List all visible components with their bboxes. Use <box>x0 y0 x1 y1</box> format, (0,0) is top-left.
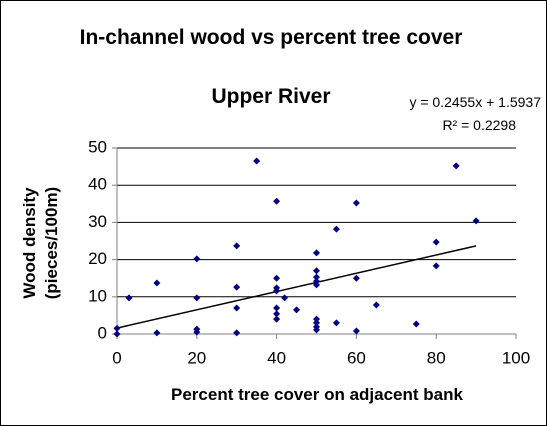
y-tick-label: 10 <box>88 286 107 305</box>
point <box>372 301 380 309</box>
point <box>452 162 460 170</box>
point <box>293 306 301 314</box>
point <box>233 242 241 250</box>
point <box>281 294 289 302</box>
point <box>352 327 360 335</box>
point <box>113 324 121 332</box>
point <box>233 329 241 337</box>
point <box>313 326 320 334</box>
x-tick-label: 0 <box>112 348 121 367</box>
point <box>273 287 281 295</box>
point <box>313 315 320 323</box>
point <box>352 274 360 282</box>
chart-title: In-channel wood vs percent tree cover <box>79 26 463 49</box>
point <box>313 319 320 327</box>
point <box>432 262 440 270</box>
y-tick-label: 0 <box>98 323 107 342</box>
point <box>313 249 320 257</box>
point <box>113 330 121 338</box>
point <box>153 329 161 337</box>
point <box>273 304 281 312</box>
x-tick-label: 100 <box>502 348 530 367</box>
point <box>313 267 320 275</box>
x-axis-label: Percent tree cover on adjacent bank <box>171 385 463 404</box>
point <box>253 157 261 165</box>
y-axis-label: Wood density (pieces/100m) <box>20 186 61 300</box>
point <box>332 225 340 233</box>
chart-subtitle: Upper River <box>211 85 331 108</box>
point <box>193 328 201 336</box>
y-tick-label: 30 <box>88 212 107 231</box>
point <box>273 310 281 318</box>
point <box>153 279 161 287</box>
trendline <box>116 245 477 329</box>
x-tick-label: 80 <box>427 348 446 367</box>
point <box>273 274 281 282</box>
point <box>313 273 320 281</box>
point <box>472 217 480 225</box>
x-tick-label: 60 <box>347 348 366 367</box>
point <box>412 320 420 328</box>
point <box>233 283 241 291</box>
point <box>193 255 201 263</box>
point <box>125 294 133 302</box>
point <box>193 294 201 302</box>
x-tick-label: 40 <box>267 348 286 367</box>
point <box>352 199 360 207</box>
point <box>432 238 440 246</box>
point <box>313 281 320 289</box>
point <box>273 197 281 205</box>
y-tick-label: 40 <box>88 175 107 194</box>
y-tick-label: 50 <box>88 137 107 156</box>
trend-equation: y = 0.2455x + 1.5937 <box>409 94 541 110</box>
x-tick-label: 20 <box>187 348 206 367</box>
point <box>313 277 320 285</box>
point <box>233 304 241 312</box>
y-tick-label: 20 <box>88 249 107 268</box>
point <box>273 315 281 323</box>
r-squared: R² = 0.2298 <box>442 117 516 133</box>
point <box>332 319 340 327</box>
